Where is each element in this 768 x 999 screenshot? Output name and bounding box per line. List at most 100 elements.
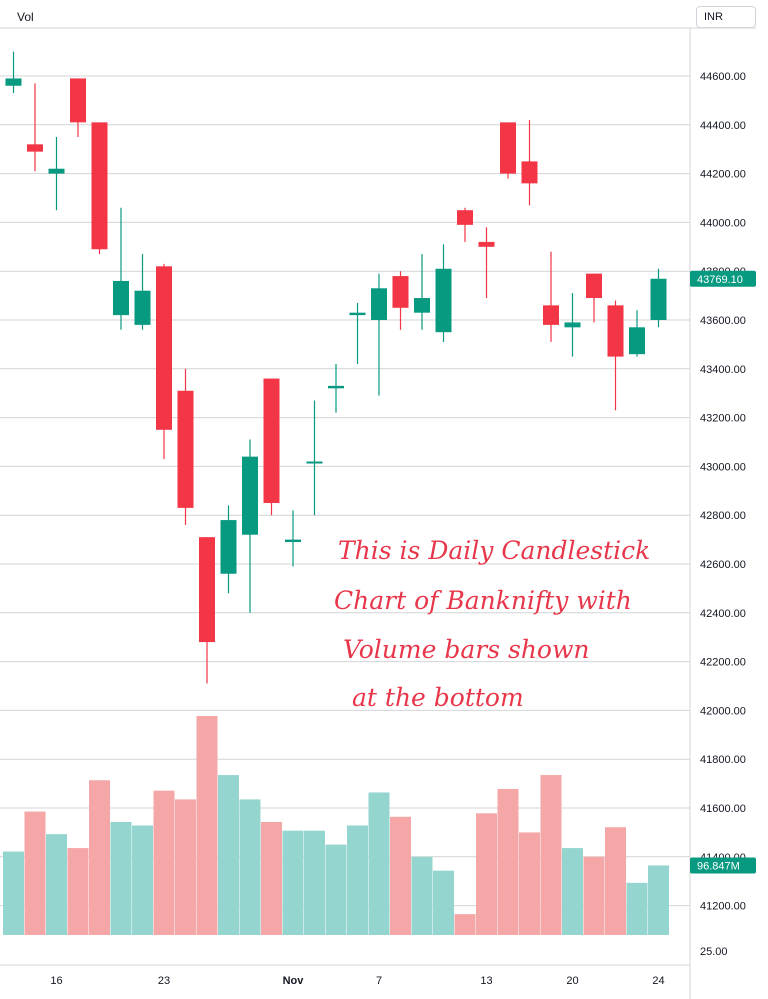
price-axis: 44600.0044400.0044200.0044000.0043800.00…	[700, 71, 746, 958]
candle-body	[414, 298, 430, 313]
currency-button[interactable]: INR	[696, 6, 756, 28]
x-tick-label: 16	[50, 975, 62, 987]
volume-bar	[175, 799, 196, 935]
candle-body	[220, 520, 237, 574]
volume-bar	[261, 822, 282, 935]
x-tick-label: 20	[566, 975, 578, 987]
volume-bar	[67, 848, 89, 935]
time-axis: 16 23 Nov 7 13 20 24	[50, 975, 664, 987]
x-tick-label: 7	[376, 975, 382, 987]
volume-bar	[24, 811, 46, 935]
volume-bar	[476, 813, 497, 935]
candle-body	[586, 273, 602, 299]
annotation-line-2: Chart of Banknifty with	[334, 586, 632, 615]
handwritten-annotation: This is Daily Candlestick Chart of Bankn…	[334, 536, 650, 712]
candle-body	[564, 322, 581, 328]
candles	[5, 51, 667, 684]
last-price-tag	[690, 270, 756, 287]
volume-bar	[347, 825, 368, 935]
candle-body	[199, 537, 215, 643]
volume-bar	[626, 882, 648, 935]
volume-bar	[239, 799, 261, 935]
candle-body	[457, 210, 473, 225]
candle-body	[134, 290, 151, 325]
candle-body	[543, 305, 559, 325]
y-tick-label: 42400.00	[700, 608, 746, 620]
y-tick-label: 43400.00	[700, 364, 746, 376]
volume-bar	[605, 827, 626, 935]
candle-body	[48, 168, 65, 174]
volume-axis-label: 25.00	[700, 946, 728, 958]
volume-bar	[497, 788, 519, 935]
volume-bar	[390, 816, 411, 935]
volume-bar	[46, 834, 67, 935]
y-tick-label: 43600.00	[700, 315, 746, 327]
y-tick-label: 44400.00	[700, 120, 746, 132]
candle-body	[328, 385, 344, 389]
volume-bar	[519, 832, 540, 935]
volume-bar	[368, 792, 390, 935]
candle-body	[156, 266, 172, 430]
last-price-tag-text: 43769.10	[697, 274, 743, 286]
candle-body	[607, 305, 624, 357]
volume-bar	[196, 715, 218, 935]
y-tick-label: 44600.00	[700, 71, 746, 83]
volume-bars	[3, 715, 669, 935]
volume-bar	[153, 790, 175, 935]
candle-body	[478, 241, 495, 247]
volume-bar	[110, 822, 132, 935]
volume-bar	[304, 830, 325, 935]
y-tick-label: 42600.00	[700, 559, 746, 571]
y-tick-label: 41600.00	[700, 803, 746, 815]
annotation-line-1: This is Daily Candlestick	[338, 536, 650, 565]
candle-body	[263, 378, 280, 503]
volume-tag	[690, 857, 756, 874]
candle-body	[306, 461, 323, 464]
y-tick-label: 42000.00	[700, 705, 746, 717]
candle-body	[27, 144, 43, 152]
candle-body	[5, 78, 22, 86]
y-tick-label: 42800.00	[700, 510, 746, 522]
candle-body	[521, 161, 538, 184]
volume-bar	[411, 856, 433, 935]
volume-bar	[218, 775, 239, 935]
volume-bar	[583, 856, 605, 935]
volume-tag-text: 96.847M	[697, 860, 740, 872]
candle-body	[177, 390, 194, 508]
candle-body	[500, 122, 516, 174]
volume-label: Vol	[17, 10, 34, 24]
y-tick-label: 41200.00	[700, 901, 746, 913]
candle-body	[435, 268, 452, 333]
y-tick-label: 44000.00	[700, 217, 746, 229]
candle-body	[629, 327, 645, 355]
y-tick-label: 42200.00	[700, 657, 746, 669]
volume-bar	[3, 851, 24, 935]
volume-bar	[562, 848, 583, 935]
volume-bar	[433, 870, 454, 935]
candle-body	[91, 122, 108, 250]
volume-bar	[89, 780, 110, 935]
candle-body	[242, 456, 258, 535]
price-tags: 43769.10 96.847M	[690, 270, 756, 874]
candle-body	[650, 278, 667, 320]
candle-body	[70, 78, 86, 123]
y-tick-label: 44200.00	[700, 169, 746, 181]
annotation-line-4: at the bottom	[352, 683, 524, 712]
candle-body	[113, 280, 129, 316]
volume-bar	[540, 775, 562, 935]
candle-body	[285, 539, 301, 543]
x-tick-label: 13	[480, 975, 492, 987]
candle-body	[371, 288, 387, 320]
y-tick-label: 43200.00	[700, 413, 746, 425]
candle-body	[349, 312, 366, 316]
annotation-line-3: Volume bars shown	[343, 635, 589, 664]
candle-body	[392, 276, 409, 308]
volume-bar	[132, 825, 153, 935]
y-tick-label: 43000.00	[700, 461, 746, 473]
volume-bar	[325, 844, 347, 935]
x-tick-label: 23	[158, 975, 170, 987]
volume-bar	[454, 914, 476, 935]
volume-bar	[648, 865, 669, 935]
x-tick-label: Nov	[283, 975, 305, 987]
